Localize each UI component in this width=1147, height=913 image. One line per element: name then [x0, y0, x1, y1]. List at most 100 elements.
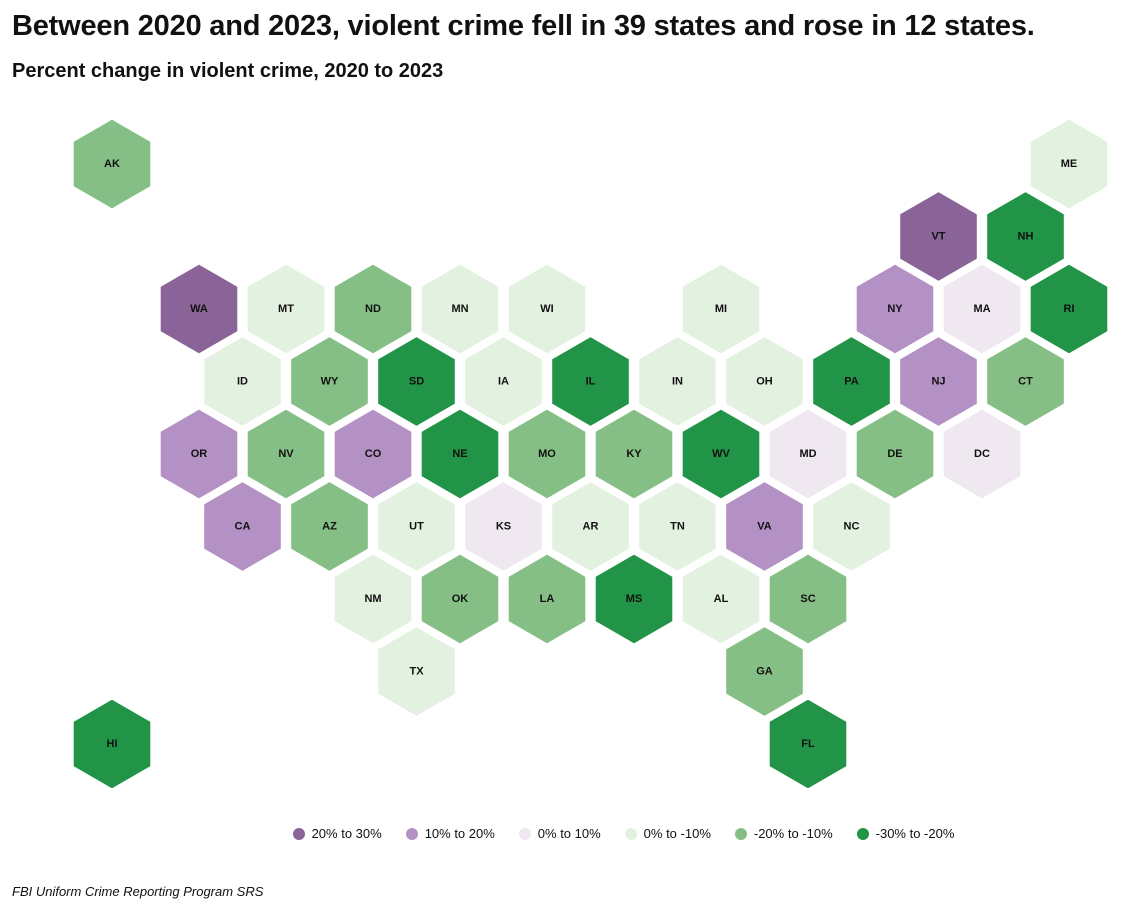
- state-hex-ga: GA: [723, 623, 806, 720]
- state-hex-shape: [984, 333, 1067, 430]
- state-hex-nd: ND: [331, 261, 415, 357]
- state-hex-shape: [897, 188, 980, 285]
- legend-swatch: [856, 827, 869, 840]
- state-hex-ms: MS: [592, 551, 676, 647]
- state-hex-nc: NC: [810, 478, 893, 575]
- state-label: AZ: [322, 521, 337, 533]
- state-hex-shape: [1027, 116, 1111, 212]
- state-label: NC: [844, 521, 860, 533]
- state-hex-shape: [505, 551, 589, 647]
- state-label: GA: [756, 666, 773, 678]
- state-hex-ca: CA: [201, 478, 284, 575]
- state-label: NH: [1018, 231, 1034, 243]
- state-hex-mo: MO: [505, 406, 589, 502]
- state-label: NJ: [931, 376, 945, 388]
- state-hex-md: MD: [766, 406, 850, 502]
- state-hex-shape: [244, 261, 328, 357]
- legend-swatch: [624, 827, 637, 840]
- state-hex-shape: [766, 551, 850, 647]
- state-hex-shape: [331, 551, 415, 647]
- state-hex-dc: DC: [940, 406, 1024, 502]
- state-hex-sc: SC: [766, 551, 850, 647]
- state-label: FL: [801, 738, 815, 750]
- state-label: IA: [498, 376, 509, 388]
- legend-label: -30% to -20%: [875, 826, 955, 841]
- state-hex-de: DE: [853, 406, 937, 502]
- state-hex-shape: [723, 333, 806, 430]
- legend-swatch: [518, 827, 531, 840]
- chart-title: Between 2020 and 2023, violent crime fel…: [12, 10, 1035, 42]
- state-hex-shape: [636, 333, 719, 430]
- state-hex-mn: MN: [418, 261, 502, 357]
- state-hex-shape: [70, 116, 154, 212]
- state-label: IN: [672, 376, 683, 388]
- state-hex-shape: [810, 333, 893, 430]
- state-hex-mt: MT: [244, 261, 328, 357]
- state-label: OK: [452, 593, 469, 605]
- state-hex-ct: CT: [984, 333, 1067, 430]
- legend: 20% to 30% 10% to 20% 0% to 10% 0% to -10% -…: [0, 826, 1147, 841]
- state-label: HI: [107, 738, 118, 750]
- state-label: IL: [586, 376, 596, 388]
- state-hex-in: IN: [636, 333, 719, 430]
- state-hex-shape: [549, 333, 632, 430]
- state-hex-ia: IA: [462, 333, 545, 430]
- legend-item: 0% to 10%: [518, 826, 601, 841]
- state-hex-shape: [679, 551, 763, 647]
- legend-swatch: [734, 827, 747, 840]
- state-label: MS: [626, 593, 643, 605]
- legend-label: 0% to 10%: [537, 826, 601, 841]
- state-label: MN: [451, 303, 468, 315]
- state-label: SC: [800, 593, 815, 605]
- state-label: WV: [712, 448, 730, 460]
- legend-item: -30% to -20%: [856, 826, 955, 841]
- state-hex-ks: KS: [462, 478, 545, 575]
- state-hex-oh: OH: [723, 333, 806, 430]
- state-label: AL: [714, 593, 729, 605]
- state-hex-shape: [375, 333, 458, 430]
- state-hex-shape: [331, 261, 415, 357]
- state-hex-shape: [70, 696, 154, 792]
- state-hex-shape: [331, 406, 415, 502]
- legend-label: 10% to 20%: [424, 826, 495, 841]
- chart-subtitle: Percent change in violent crime, 2020 to…: [12, 60, 444, 82]
- state-hex-shape: [592, 406, 676, 502]
- state-hex-nm: NM: [331, 551, 415, 647]
- state-hex-shape: [853, 406, 937, 502]
- state-hex-sd: SD: [375, 333, 458, 430]
- state-hex-pa: PA: [810, 333, 893, 430]
- state-label: ME: [1061, 158, 1078, 170]
- state-hex-shape: [679, 406, 763, 502]
- state-hex-ok: OK: [418, 551, 502, 647]
- state-label: CT: [1018, 376, 1033, 388]
- state-hex-nj: NJ: [897, 333, 980, 430]
- state-label: LA: [540, 593, 555, 605]
- state-hex-ar: AR: [549, 478, 632, 575]
- state-label: ND: [365, 303, 381, 315]
- legend-swatch: [292, 827, 305, 840]
- state-label: AK: [104, 158, 120, 170]
- state-hex-wy: WY: [288, 333, 371, 430]
- state-hex-shape: [505, 261, 589, 357]
- state-hex-shape: [897, 333, 980, 430]
- state-label: OH: [756, 376, 773, 388]
- legend-label: 0% to -10%: [643, 826, 711, 841]
- state-hex-wi: WI: [505, 261, 589, 357]
- legend-item: 10% to 20%: [405, 826, 495, 841]
- legend-label: -20% to -10%: [753, 826, 833, 841]
- state-hex-tn: TN: [636, 478, 719, 575]
- state-hex-shape: [984, 188, 1067, 285]
- state-label: KY: [626, 448, 642, 460]
- state-hex-al: AL: [679, 551, 763, 647]
- state-hex-fl: FL: [766, 696, 850, 792]
- state-hex-az: AZ: [288, 478, 371, 575]
- state-label: NE: [452, 448, 467, 460]
- state-label: NV: [278, 448, 294, 460]
- state-label: WA: [190, 303, 208, 315]
- state-label: DC: [974, 448, 990, 460]
- state-hex-id: ID: [201, 333, 284, 430]
- state-hex-shape: [157, 261, 241, 357]
- state-label: NY: [887, 303, 903, 315]
- state-hex-ny: NY: [853, 261, 937, 357]
- state-hex-ak: AK: [70, 116, 154, 212]
